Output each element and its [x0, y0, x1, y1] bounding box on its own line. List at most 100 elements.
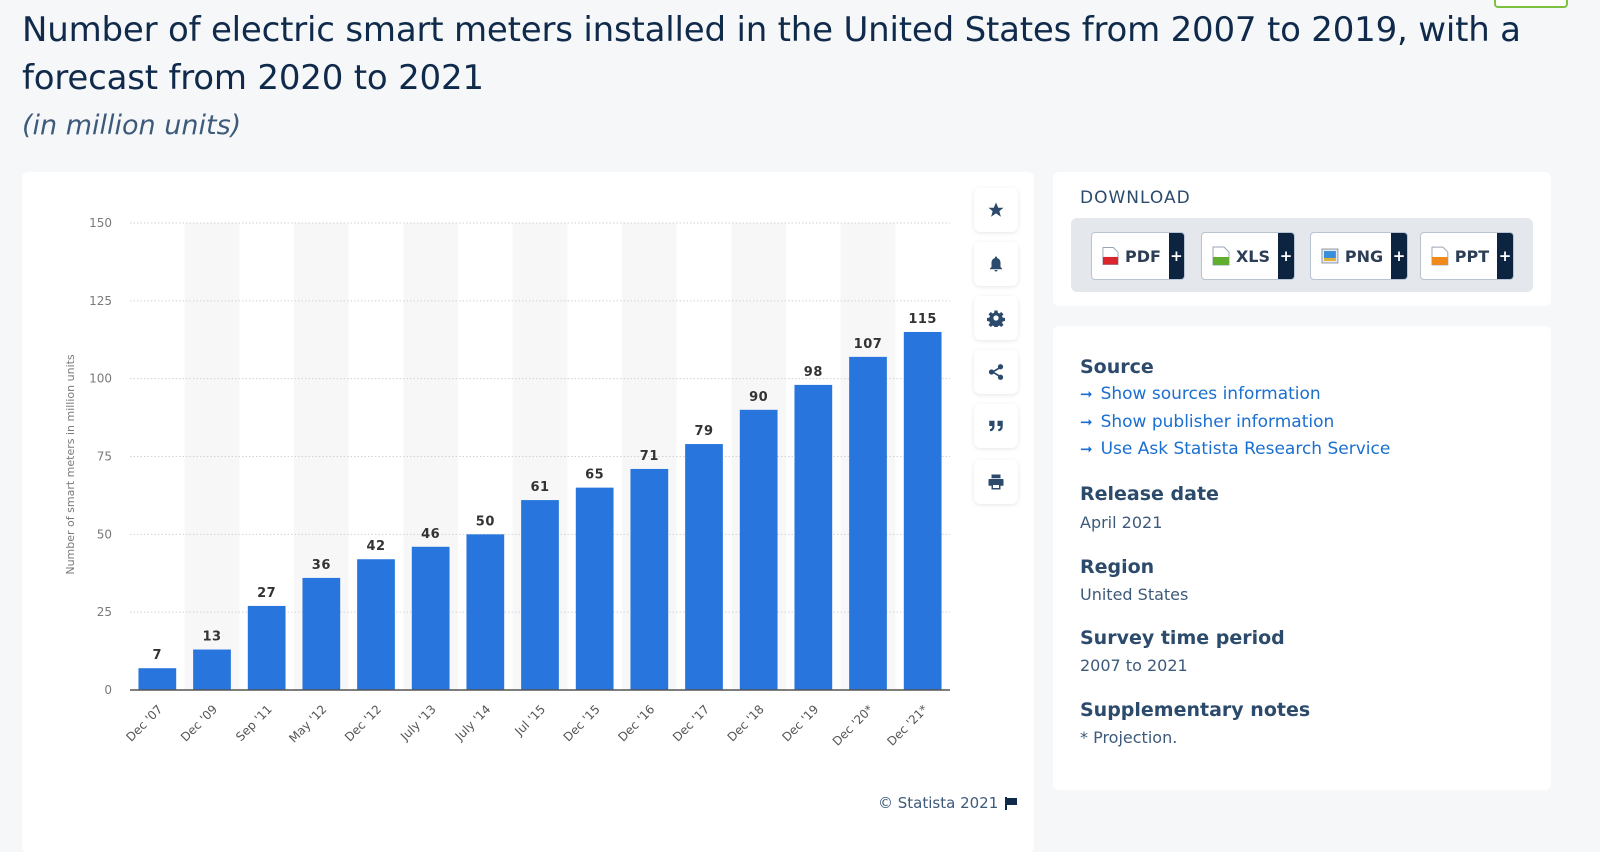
plus-icon: +	[1168, 233, 1184, 279]
bell-icon	[990, 256, 1002, 272]
download-ppt-label: PPT	[1454, 246, 1490, 266]
y-tick-label: 125	[89, 294, 112, 308]
chart-card: 0 25 50 75 100 125 150 Number of smart meters i…	[22, 172, 1034, 852]
x-tick-label: Dec '19	[779, 702, 821, 744]
bar	[685, 444, 723, 690]
copyright: © Statista 2021	[878, 794, 1018, 812]
data-label: 42	[366, 539, 385, 554]
data-label: 65	[585, 468, 604, 483]
bar	[575, 487, 614, 690]
x-tick-label: Jul '15	[511, 702, 548, 739]
gear-icon	[987, 310, 1005, 327]
plus-icon: +	[1391, 233, 1407, 279]
x-tick-label: Dec '16	[615, 702, 657, 744]
release-date-heading: Release date	[1080, 483, 1219, 505]
region-value: United States	[1080, 585, 1189, 604]
copyright-text: © Statista 2021	[878, 794, 999, 812]
source-heading: Source	[1080, 356, 1154, 378]
bar	[357, 559, 395, 690]
data-label: 98	[804, 365, 823, 380]
download-ppt-button[interactable]: PPT +	[1420, 232, 1514, 280]
bar	[411, 546, 450, 690]
share-button[interactable]	[974, 350, 1018, 394]
info-panel: Source ➞ Show sources information ➞ Show p…	[1053, 326, 1551, 790]
x-tick-label: Dec '20*	[830, 702, 876, 748]
x-tick-label: Dec '17	[670, 702, 712, 744]
survey-period-heading: Survey time period	[1080, 627, 1285, 649]
page-subtitle: (in million units)	[22, 110, 242, 141]
data-label: 50	[476, 514, 495, 529]
survey-period-value: 2007 to 2021	[1080, 656, 1188, 675]
bar	[138, 668, 177, 690]
x-tick-label: Dec '09	[178, 702, 220, 744]
data-label: 36	[312, 558, 331, 573]
x-tick-label: Dec '18	[725, 702, 767, 744]
download-panel: DOWNLOAD PDF + XLS + PNG + PPT +	[1053, 172, 1551, 306]
x-tick-label: Dec '12	[342, 702, 384, 744]
download-title: DOWNLOAD	[1080, 188, 1191, 208]
x-tick-label: Dec '15	[561, 702, 603, 744]
region-heading: Region	[1080, 556, 1155, 578]
top-accent-button[interactable]	[1494, 0, 1568, 8]
y-tick-label: 150	[89, 216, 112, 230]
x-tick-label: July '14	[452, 702, 494, 744]
png-file-icon	[1321, 248, 1339, 264]
bar	[794, 384, 833, 690]
ask-statista-link[interactable]: ➞ Use Ask Statista Research Service	[1080, 439, 1391, 459]
bar	[903, 331, 942, 690]
arrow-right-icon: ➞	[1080, 385, 1093, 403]
data-label: 7	[153, 648, 163, 663]
notification-button[interactable]	[974, 242, 1018, 286]
download-xls-button[interactable]: XLS +	[1201, 232, 1295, 280]
bar	[521, 500, 559, 690]
bar	[849, 356, 887, 690]
quote-icon	[989, 420, 1003, 432]
arrow-right-icon: ➞	[1080, 440, 1093, 458]
bar	[302, 577, 341, 690]
ppt-file-icon	[1431, 246, 1449, 266]
pdf-file-icon	[1102, 247, 1119, 265]
data-label: 71	[640, 449, 659, 464]
y-axis-label: Number of smart meters in million units	[64, 354, 77, 575]
data-label: 27	[257, 586, 276, 601]
flag-icon[interactable]	[1004, 796, 1018, 810]
star-icon	[988, 202, 1004, 217]
download-pdf-button[interactable]: PDF +	[1091, 232, 1185, 280]
print-button[interactable]	[974, 460, 1018, 504]
download-pdf-label: PDF	[1124, 246, 1161, 266]
bar	[193, 649, 231, 690]
y-tick-label: 100	[89, 372, 112, 386]
download-xls-label: XLS	[1235, 246, 1271, 266]
x-tick-label: Dec '07	[123, 702, 165, 744]
download-png-label: PNG	[1344, 246, 1384, 266]
bar	[247, 605, 286, 690]
show-publisher-link[interactable]: ➞ Show publisher information	[1080, 412, 1335, 432]
notes-value: * Projection.	[1080, 728, 1178, 747]
bar	[630, 468, 669, 690]
share-icon	[988, 364, 1004, 380]
x-tick-label: Sep '11	[233, 702, 275, 744]
page-title: Number of electric smart meters installe…	[22, 10, 1521, 98]
bar	[739, 409, 778, 690]
data-label: 115	[908, 312, 937, 327]
data-label: 13	[202, 630, 221, 645]
settings-button[interactable]	[974, 296, 1018, 340]
bar	[466, 534, 505, 690]
x-tick-label: July '13	[397, 702, 439, 744]
download-bar: PDF + XLS + PNG + PPT +	[1071, 218, 1533, 292]
show-sources-link[interactable]: ➞ Show sources information	[1080, 384, 1321, 404]
y-tick-label: 0	[104, 683, 112, 697]
cite-button[interactable]	[974, 404, 1018, 448]
y-tick-label: 25	[97, 605, 112, 619]
xls-file-icon	[1212, 246, 1230, 266]
y-tick-label: 50	[97, 527, 112, 541]
release-date-value: April 2021	[1080, 513, 1163, 532]
plus-icon: +	[1497, 233, 1513, 279]
bar-chart: 0 25 50 75 100 125 150 Number of smart meters i…	[64, 216, 950, 749]
x-tick-label: Dec '21*	[884, 702, 930, 748]
arrow-right-icon: ➞	[1080, 413, 1093, 431]
data-label: 61	[530, 480, 549, 495]
data-label: 90	[749, 390, 768, 405]
favorite-button[interactable]	[974, 188, 1018, 232]
download-png-button[interactable]: PNG +	[1310, 232, 1408, 280]
